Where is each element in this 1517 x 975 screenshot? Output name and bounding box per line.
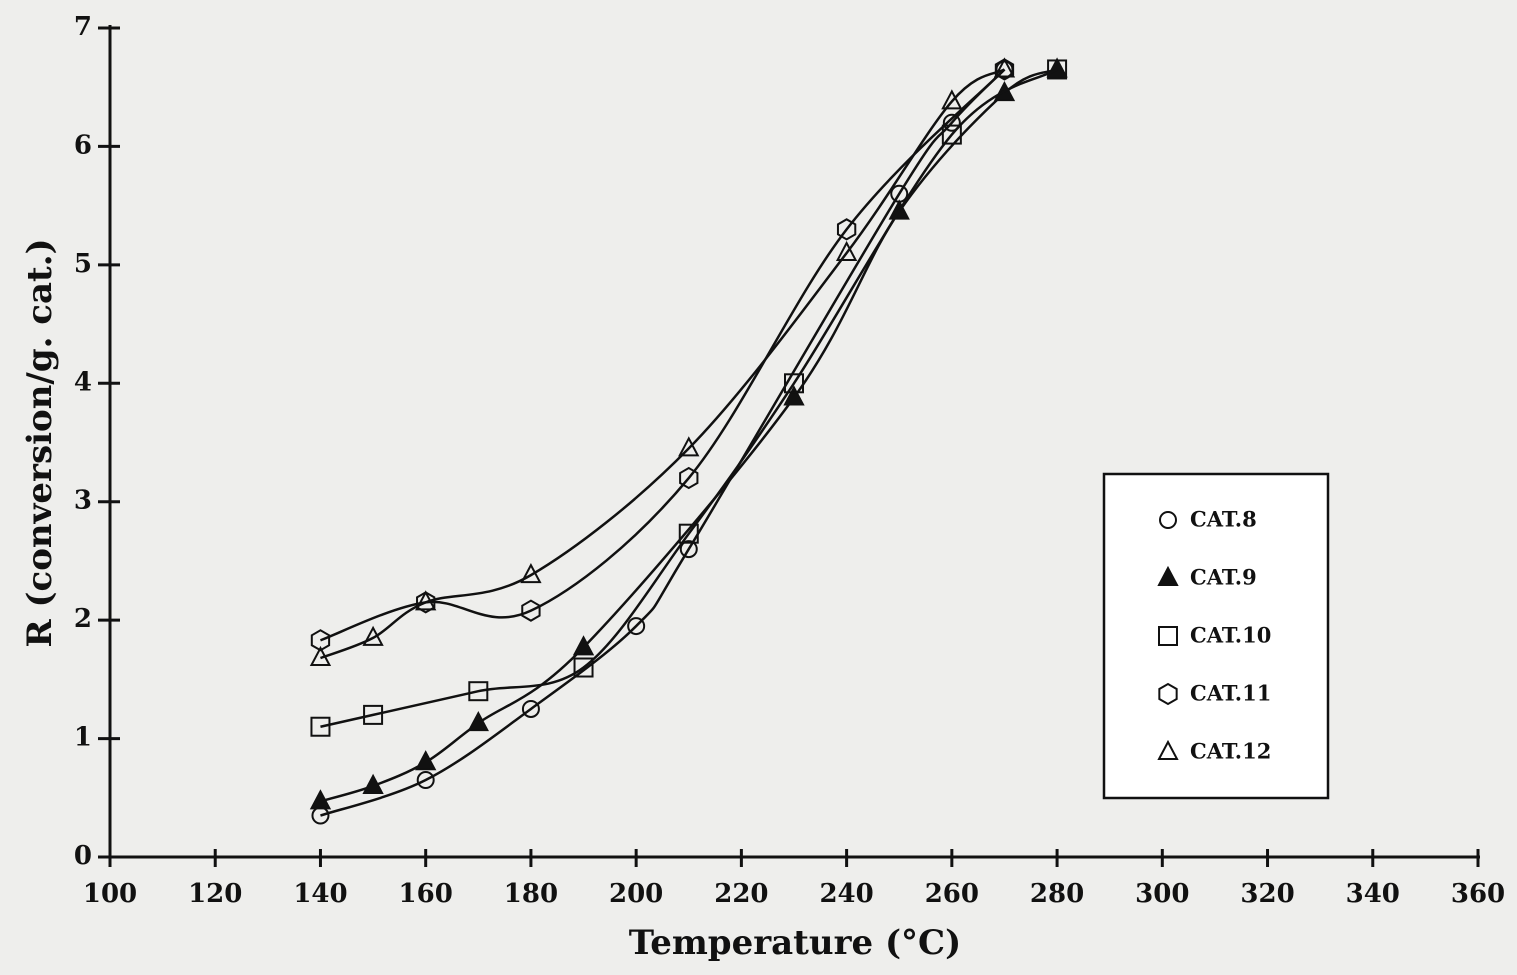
legend-label: CAT.11 bbox=[1190, 681, 1271, 706]
x-tick-label: 100 bbox=[83, 879, 137, 909]
y-tick-label: 2 bbox=[74, 604, 92, 634]
y-tick-label: 1 bbox=[74, 723, 92, 753]
x-tick-label: 300 bbox=[1135, 879, 1189, 909]
legend-label: CAT.10 bbox=[1190, 623, 1271, 648]
page: Temperature (°C) R (conversion/g. cat.) … bbox=[0, 0, 1517, 975]
x-tick-label: 320 bbox=[1240, 879, 1294, 909]
y-tick-label: 7 bbox=[74, 12, 92, 42]
x-axis-label: Temperature (°C) bbox=[629, 923, 961, 963]
y-tick-label: 4 bbox=[74, 367, 92, 397]
x-tick-label: 360 bbox=[1451, 879, 1505, 909]
x-tick-label: 340 bbox=[1346, 879, 1400, 909]
y-tick-label: 0 bbox=[74, 841, 92, 871]
x-tick-label: 180 bbox=[504, 879, 558, 909]
x-tick-label: 280 bbox=[1030, 879, 1084, 909]
y-axis-label: R (conversion/g. cat.) bbox=[20, 238, 60, 647]
x-tick-label: 160 bbox=[399, 879, 453, 909]
y-tick-label: 3 bbox=[74, 486, 92, 516]
x-tick-label: 220 bbox=[714, 879, 768, 909]
legend-label: CAT.9 bbox=[1190, 565, 1257, 590]
y-tick-label: 5 bbox=[74, 249, 92, 279]
x-tick-label: 260 bbox=[925, 879, 979, 909]
y-tick-label: 6 bbox=[74, 130, 92, 160]
x-tick-label: 240 bbox=[819, 879, 873, 909]
chart: Temperature (°C) R (conversion/g. cat.) … bbox=[0, 0, 1517, 971]
x-tick-label: 200 bbox=[609, 879, 663, 909]
x-tick-label: 140 bbox=[293, 879, 347, 909]
x-tick-label: 120 bbox=[188, 879, 242, 909]
legend-label: CAT.12 bbox=[1190, 739, 1271, 764]
legend-label: CAT.8 bbox=[1190, 507, 1257, 532]
